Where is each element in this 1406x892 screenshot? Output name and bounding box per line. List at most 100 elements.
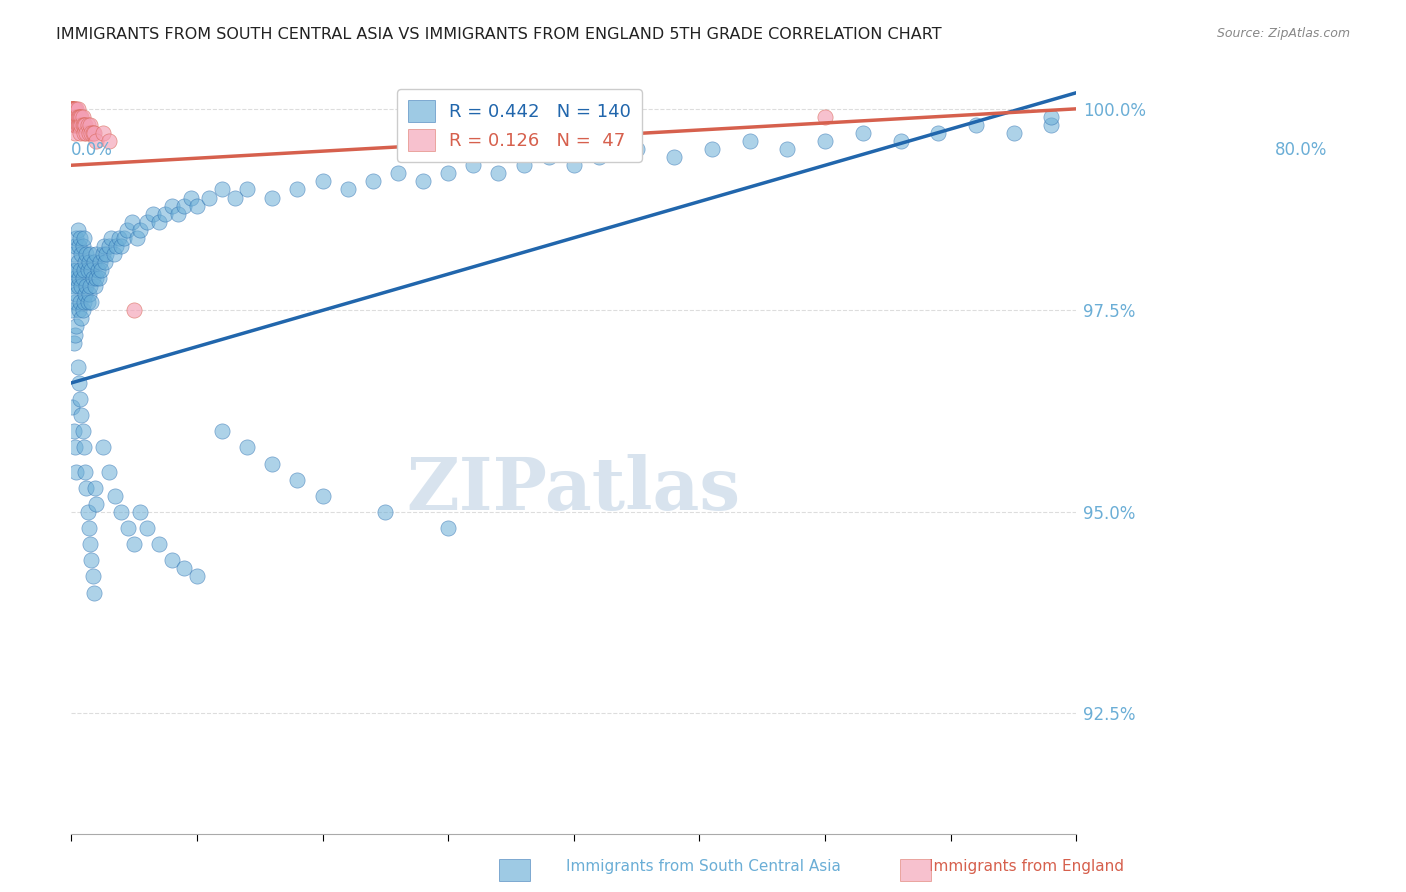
Point [262,190,284,204]
Point [65,102,87,116]
Point [374,505,396,519]
Point [852,126,875,140]
Point [76,505,98,519]
Point [62,102,84,116]
Point [142,206,165,220]
Point [91,126,114,140]
Point [72,425,94,439]
Point [287,182,309,196]
Point [62,110,84,124]
Point [69,110,91,124]
Point [186,569,208,583]
Point [87,271,110,285]
Text: ZIPatlas: ZIPatlas [406,454,741,525]
Point [463,158,485,172]
Point [86,271,108,285]
Point [65,231,87,245]
Point [129,223,152,237]
Point [814,110,837,124]
Point [79,537,101,551]
Point [65,110,87,124]
Point [63,441,86,455]
Point [211,182,233,196]
Point [63,118,86,132]
Text: Immigrants from England: Immigrants from England [929,859,1123,874]
Point [62,263,84,277]
Point [82,569,104,583]
Point [387,166,409,180]
Point [72,303,94,318]
Point [80,295,103,310]
Point [82,126,104,140]
Point [62,102,84,116]
Point [180,190,202,204]
Point [311,174,333,188]
Point [62,118,84,132]
Point [67,110,90,124]
Point [488,166,510,180]
Point [738,134,761,148]
Point [69,231,91,245]
Point [66,279,89,293]
Point [160,198,183,212]
Point [62,335,84,350]
Point [77,126,100,140]
Point [73,255,96,269]
Point [65,287,87,301]
Point [122,303,145,318]
Point [412,174,434,188]
Point [67,303,90,318]
Point [83,126,105,140]
Point [110,239,132,253]
Point [67,271,90,285]
Point [73,295,96,310]
Text: Source: ZipAtlas.com: Source: ZipAtlas.com [1216,27,1350,40]
Point [77,521,100,535]
Point [73,118,96,132]
Point [69,295,91,310]
Point [173,561,195,575]
Point [69,392,91,406]
Point [70,408,93,422]
Point [112,231,135,245]
Point [69,263,91,277]
Point [73,287,96,301]
Point [1040,110,1063,124]
Point [62,102,84,116]
Point [361,174,384,188]
Point [80,126,103,140]
Point [160,553,183,567]
Point [75,126,97,140]
Point [211,425,233,439]
Point [72,118,94,132]
Point [62,279,84,293]
Point [66,110,89,124]
Point [103,247,125,261]
Text: 0.0%: 0.0% [72,141,112,160]
Point [84,279,107,293]
Point [73,465,96,479]
Point [236,441,259,455]
Point [198,190,221,204]
Point [512,158,534,172]
Point [76,295,98,310]
Point [287,473,309,487]
Point [62,102,84,116]
Point [63,239,86,253]
Point [63,271,86,285]
Point [65,465,87,479]
Point [1040,118,1063,132]
Point [65,118,87,132]
Point [336,182,359,196]
Point [83,255,105,269]
Point [167,206,190,220]
Point [224,190,246,204]
Point [100,231,122,245]
Point [62,425,84,439]
Point [105,239,128,253]
Point [155,206,177,220]
Point [63,126,86,140]
Point [66,223,89,237]
Point [148,215,170,229]
Point [125,231,148,245]
